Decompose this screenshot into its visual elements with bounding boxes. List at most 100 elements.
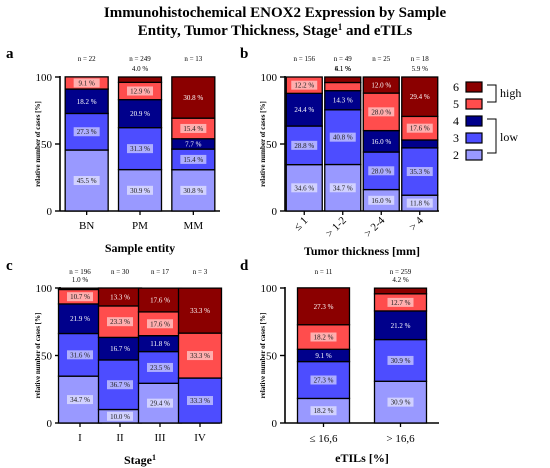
data-label-bg [406, 198, 433, 208]
data-label: 31.3 % [130, 145, 150, 153]
data-label: 34.7 % [333, 184, 353, 192]
x-tick-label: ≤ 1 [292, 215, 311, 234]
n-label: n = 156 [294, 55, 316, 63]
legend: 6 5 4 3 2 high low [453, 80, 521, 162]
data-label-bg [310, 332, 337, 342]
data-label: 9.1 % [315, 352, 332, 360]
data-label: 40.8 % [333, 134, 353, 142]
data-label: 28.0 % [371, 167, 391, 175]
legend-label: 2 [453, 148, 459, 162]
title-text: and eTILs [342, 23, 412, 39]
x-axis-title: Tumor thickness [mm] [304, 244, 420, 258]
n-label: n = 249 [129, 55, 151, 63]
data-label: 5.9 % [412, 65, 429, 73]
data-label: 33.3 % [190, 352, 210, 360]
data-label: 24.4 % [294, 106, 314, 114]
n-label: n = 49 [334, 55, 352, 63]
data-label-bg [291, 80, 318, 90]
data-label-bg [329, 132, 356, 142]
n-label: n = 18 [411, 55, 429, 63]
data-label-bg [291, 183, 318, 193]
data-label: 16.0 % [371, 138, 391, 146]
data-label: 11.8 % [410, 200, 430, 208]
data-label: 10.7 % [70, 293, 90, 301]
data-label: 12.2 % [294, 82, 314, 90]
n-label: n = 3 [193, 268, 208, 276]
data-label: 13.3 % [110, 293, 130, 301]
y-tick-label: 100 [36, 72, 53, 84]
bar-segment-score-6 [324, 76, 362, 84]
panel-c: c 0 50 100 relative number of cases [%] In = … [6, 258, 223, 467]
y-axis-label: relative number of cases [%] [34, 313, 42, 399]
data-label: 27.3 % [314, 377, 334, 385]
data-label: 12.9 % [130, 88, 150, 96]
legend-bracket-high [487, 84, 497, 103]
data-label-bg [368, 166, 395, 176]
data-label-bg [310, 375, 337, 385]
data-label: 14.3 % [333, 97, 353, 105]
title-text: Entity, Tumor Thickness, Stage [138, 23, 338, 39]
y-tick-label: 50 [41, 139, 53, 151]
chart-title-line-2: Entity, Tumor Thickness, Stage1 and eTIL… [138, 22, 413, 39]
data-label: 20.9 % [130, 110, 150, 118]
n-label: n = 13 [184, 55, 202, 63]
data-label: 28.8 % [294, 142, 314, 150]
chart-title-line-1: Immunohistochemical ENOX2 Expression by … [104, 5, 447, 21]
x-axis-title-text: Tumor thickness [mm] [304, 244, 420, 258]
x-axis-title-superscript: 1 [152, 453, 156, 462]
data-label: 30.8 % [183, 94, 203, 102]
data-label: 36.7 % [110, 381, 130, 389]
n-label: n = 25 [372, 55, 390, 63]
panel-d: d 0 50 100 relative number of cases [%] ≤ 16,… [240, 258, 439, 465]
panel-label: c [6, 258, 13, 274]
bar-segment-score-6 [373, 287, 428, 295]
y-tick-label: 100 [36, 283, 53, 295]
data-label: 12.0 % [371, 82, 391, 90]
data-label-bg [147, 319, 173, 329]
data-label: 30.9 % [391, 357, 411, 365]
x-tick-label: PM [132, 220, 148, 232]
data-label-bg [180, 154, 207, 164]
panel-label: b [240, 46, 248, 62]
bar-segment-score-4 [117, 98, 163, 129]
data-label: 17.6 % [150, 320, 170, 328]
data-label-bg [387, 397, 414, 407]
bar-segment-score-6 [117, 76, 163, 84]
panel-label: a [6, 46, 14, 62]
data-label: 4.0 % [132, 65, 149, 73]
data-label-bg [147, 398, 173, 408]
data-label-bg [67, 292, 93, 302]
legend-swatch-5 [465, 98, 483, 110]
x-tick-label: IV [194, 432, 206, 444]
y-axis-label: relative number of cases [%] [259, 313, 267, 399]
x-axis-title-text: eTILs [%] [335, 451, 389, 465]
data-label: 17.6 % [150, 297, 170, 305]
data-label: 30.9 % [130, 187, 150, 195]
data-label: 30.9 % [391, 399, 411, 407]
y-tick-label: 100 [261, 283, 278, 295]
data-label-bg [291, 140, 318, 150]
x-axis-title: eTILs [%] [335, 451, 389, 465]
data-label: 4.2 % [392, 276, 409, 284]
n-label: n = 196 [69, 268, 91, 276]
data-label: 18.2 % [314, 334, 334, 342]
data-label-bg [406, 167, 433, 177]
y-tick-label: 100 [261, 72, 278, 84]
data-label-bg [368, 195, 395, 205]
data-label: 16.0 % [371, 197, 391, 205]
legend-label: 4 [453, 114, 459, 128]
bar-segment-score-6 [177, 287, 223, 334]
x-tick-label: I [78, 432, 82, 444]
data-label: 23.5 % [150, 364, 170, 372]
data-label-bg [187, 351, 213, 361]
data-label-bg [73, 78, 100, 88]
data-label-bg [127, 144, 153, 154]
data-label: 30.8 % [183, 187, 203, 195]
legend-group-label: low [500, 130, 518, 144]
data-label-bg [67, 350, 93, 360]
x-tick-label: ≤ 16,6 [309, 433, 338, 445]
data-label: 33.3 % [190, 397, 210, 405]
x-tick-label: > 2-4 [362, 214, 388, 240]
y-axis-label: relative number of cases [%] [34, 101, 42, 187]
